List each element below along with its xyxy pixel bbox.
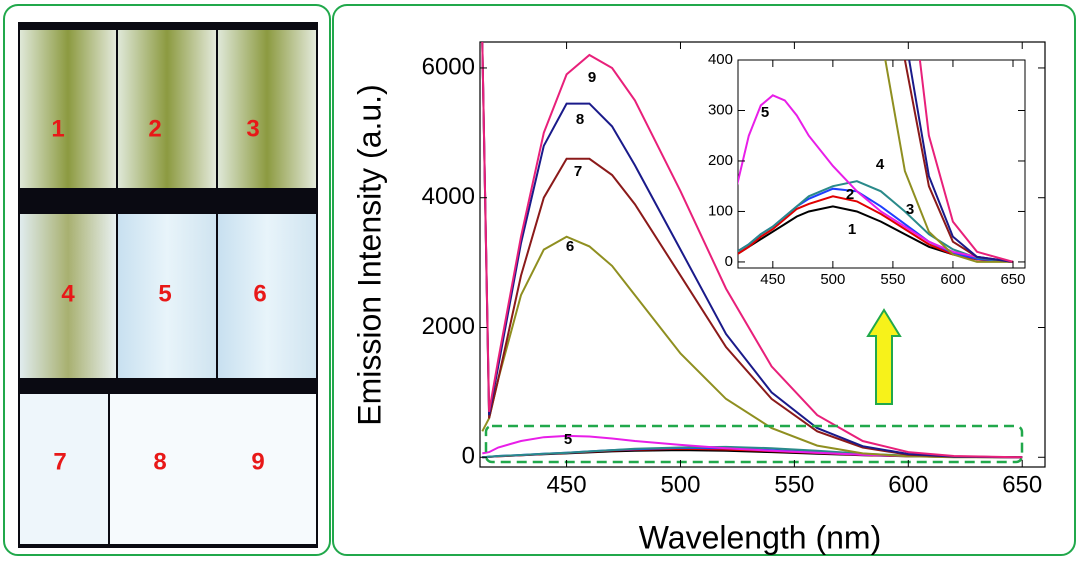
curve-label: 5 (564, 431, 572, 448)
spectrum-line (481, 235, 1023, 459)
x-tick-label: 500 (820, 271, 845, 288)
highlight-box (484, 424, 1024, 464)
x-tick-label: 450 (547, 472, 587, 499)
photo (18, 22, 318, 548)
x-tick-label: 600 (888, 472, 928, 499)
y-tick-label: 400 (708, 51, 733, 68)
y-tick-label: 0 (462, 443, 475, 470)
vial-label: 6 (253, 280, 266, 307)
vial-label: 5 (158, 280, 171, 307)
vial-labels: 1 2 3 4 5 6 7 8 9 (51, 115, 266, 475)
inset-curves (738, 60, 1014, 263)
spectrum-line (738, 94, 1014, 263)
curve-label: 2 (846, 186, 854, 203)
x-tick-label: 450 (760, 271, 785, 288)
x-axis-title: Wavelength (nm) (639, 519, 881, 555)
y-tick-label: 200 (708, 152, 733, 169)
zoom-arrow (866, 308, 902, 405)
curve-label: 5 (761, 104, 769, 121)
curve-label: 7 (574, 163, 582, 180)
inset-frame (737, 59, 1026, 269)
curve-label: 3 (906, 201, 914, 218)
y-tick-label: 4000 (422, 183, 475, 210)
x-tick-label: 500 (660, 472, 700, 499)
x-tick-label: 650 (1000, 271, 1025, 288)
main-curves (481, 42, 1023, 459)
curve-label: 4 (876, 156, 885, 173)
y-tick-label: 300 (708, 101, 733, 118)
curve-label: 9 (588, 69, 596, 86)
curve-label: 8 (576, 111, 584, 128)
photo-frame (3, 4, 331, 556)
plot-frame (479, 41, 1046, 468)
spectrum-line (884, 60, 1013, 263)
x-tick-label: 650 (1002, 472, 1042, 499)
vial-label: 2 (148, 115, 161, 142)
chart-frame (332, 4, 1076, 556)
curve-label: 1 (848, 221, 856, 238)
y-tick-label: 0 (725, 253, 733, 270)
x-tick-label: 600 (940, 271, 965, 288)
vial-label: 8 (153, 448, 166, 475)
spectrum-line (738, 195, 1014, 263)
spectrum-line (918, 60, 1014, 263)
x-tick-label: 550 (880, 271, 905, 288)
vial-label: 9 (251, 448, 264, 475)
y-tick-label: 6000 (422, 53, 475, 80)
spectrum-line (481, 42, 1023, 459)
x-tick-label: 550 (774, 472, 814, 499)
spectrum-line (903, 60, 1014, 263)
vial-label: 1 (51, 115, 64, 142)
y-axis-title: Emission Intensity (a.u.) (351, 84, 387, 425)
vial-label: 7 (53, 448, 66, 475)
vial-label: 3 (246, 115, 259, 142)
spectrum-line (908, 60, 1014, 263)
curve-label: 6 (566, 238, 574, 255)
spectrum-line (481, 42, 1023, 459)
spectrum-line (481, 42, 1023, 459)
y-tick-label: 100 (708, 202, 733, 219)
y-tick-label: 2000 (422, 313, 475, 340)
vial-label: 4 (61, 280, 75, 307)
